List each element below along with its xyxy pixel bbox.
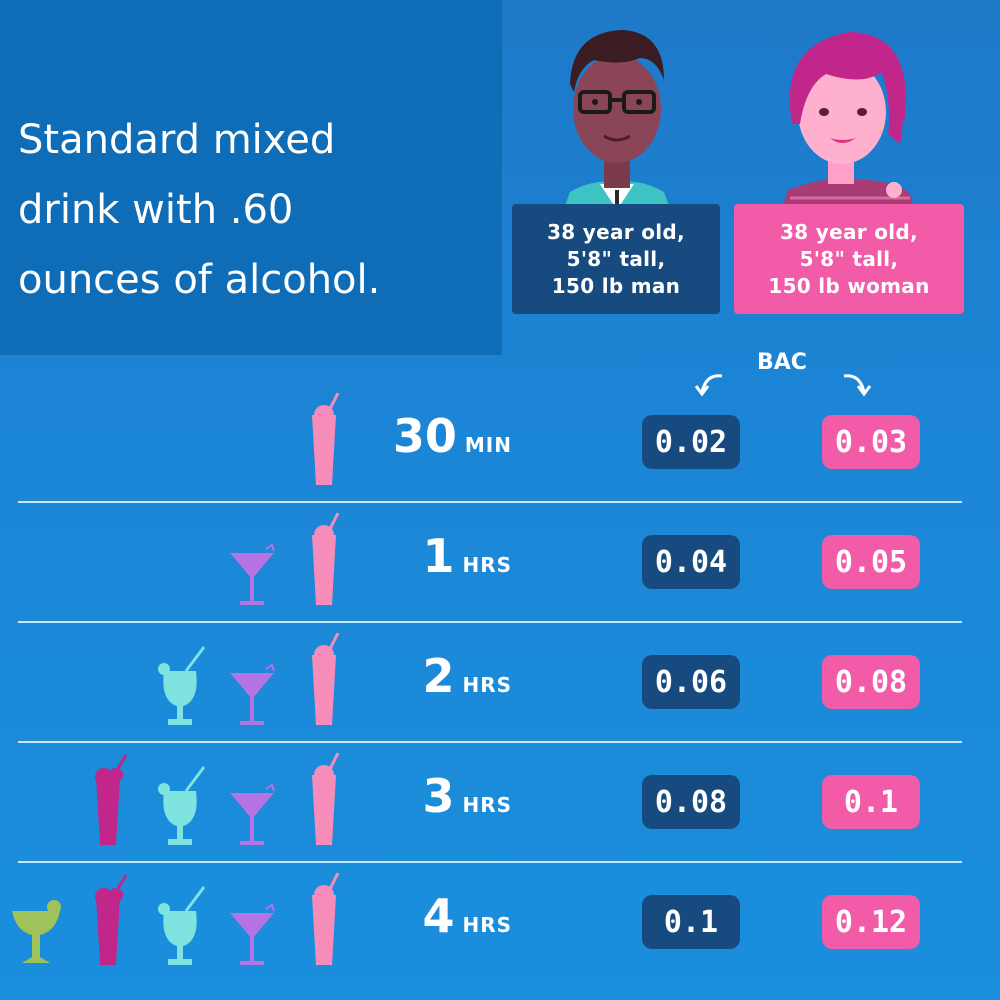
time-value: 30: [392, 409, 457, 463]
table-row: 1 HRS 0.04 0.05: [0, 503, 1000, 623]
pink-tall-glass-icon: [312, 753, 340, 845]
woman-profile-line: 5'8" tall,: [799, 246, 899, 271]
man-bac-value: 0.04: [642, 535, 740, 589]
woman-profile-line: 150 lb woman: [768, 273, 930, 298]
pink-tall-glass-icon: [312, 513, 340, 605]
woman-bac-value: 0.1: [822, 775, 920, 829]
woman-bac-value: 0.03: [822, 415, 920, 469]
title-line: drink with .60: [18, 187, 294, 233]
pink-tall-glass-icon: [312, 633, 340, 725]
time-value: 1: [422, 529, 455, 583]
time-label: 30 MIN: [393, 409, 512, 463]
time-label: 1 HRS: [422, 529, 512, 583]
purple-martini-icon: [230, 903, 275, 965]
magenta-tall-glass-icon: [95, 874, 128, 965]
table-row: 2 HRS 0.06 0.08: [0, 623, 1000, 743]
time-unit: MIN: [464, 433, 512, 457]
man-avatar-icon: [562, 30, 672, 214]
row-divider: [18, 501, 962, 503]
time-label: 4 HRS: [422, 889, 512, 943]
time-value: 4: [422, 889, 455, 943]
pink-tall-glass-icon: [312, 393, 340, 485]
time-unit: HRS: [462, 553, 512, 577]
magenta-tall-glass-icon: [95, 754, 128, 845]
table-row: 3 HRS 0.08 0.1: [0, 743, 1000, 863]
time-unit: HRS: [462, 913, 512, 937]
woman-bac-value: 0.12: [822, 895, 920, 949]
man-profile-line: 5'8" tall,: [566, 246, 666, 271]
man-bac-value: 0.08: [642, 775, 740, 829]
row-divider: [18, 861, 962, 863]
pink-tall-glass-icon: [312, 873, 340, 965]
time-value: 3: [422, 769, 455, 823]
purple-martini-icon: [230, 783, 275, 845]
man-bac-value: 0.02: [642, 415, 740, 469]
curved-arrow-left-icon: [694, 374, 723, 397]
woman-avatar-icon: [780, 32, 916, 214]
title-line: ounces of alcohol.: [18, 257, 381, 303]
man-profile-line: 38 year old,: [547, 219, 685, 244]
green-margarita-icon: [12, 900, 61, 963]
table-row: 4 HRS 0.1 0.12: [0, 863, 1000, 983]
time-value: 2: [422, 649, 455, 703]
time-unit: HRS: [462, 673, 512, 697]
woman-bac-value: 0.05: [822, 535, 920, 589]
row-divider: [18, 741, 962, 743]
man-profile-badge: 38 year old, 5'8" tall, 150 lb man: [512, 204, 720, 314]
woman-profile-badge: 38 year old, 5'8" tall, 150 lb woman: [734, 204, 964, 314]
teal-hurricane-glass-icon: [158, 646, 206, 725]
curved-arrow-right-icon: [843, 374, 872, 397]
time-label: 2 HRS: [422, 649, 512, 703]
time-unit: HRS: [462, 793, 512, 817]
man-bac-value: 0.1: [642, 895, 740, 949]
row-divider: [18, 621, 962, 623]
page-title: Standard mixed drink with .60 ounces of …: [18, 105, 488, 315]
purple-martini-icon: [230, 543, 275, 605]
title-line: Standard mixed: [18, 117, 336, 163]
purple-martini-icon: [230, 663, 275, 725]
woman-profile-line: 38 year old,: [780, 219, 918, 244]
man-profile-line: 150 lb man: [551, 273, 681, 298]
time-label: 3 HRS: [422, 769, 512, 823]
teal-hurricane-glass-icon: [158, 886, 206, 965]
table-row: 30 MIN 0.02 0.03: [0, 383, 1000, 503]
woman-bac-value: 0.08: [822, 655, 920, 709]
man-bac-value: 0.06: [642, 655, 740, 709]
teal-hurricane-glass-icon: [158, 766, 206, 845]
bac-label: BAC: [757, 350, 807, 375]
title-panel: Standard mixed drink with .60 ounces of …: [0, 0, 502, 355]
